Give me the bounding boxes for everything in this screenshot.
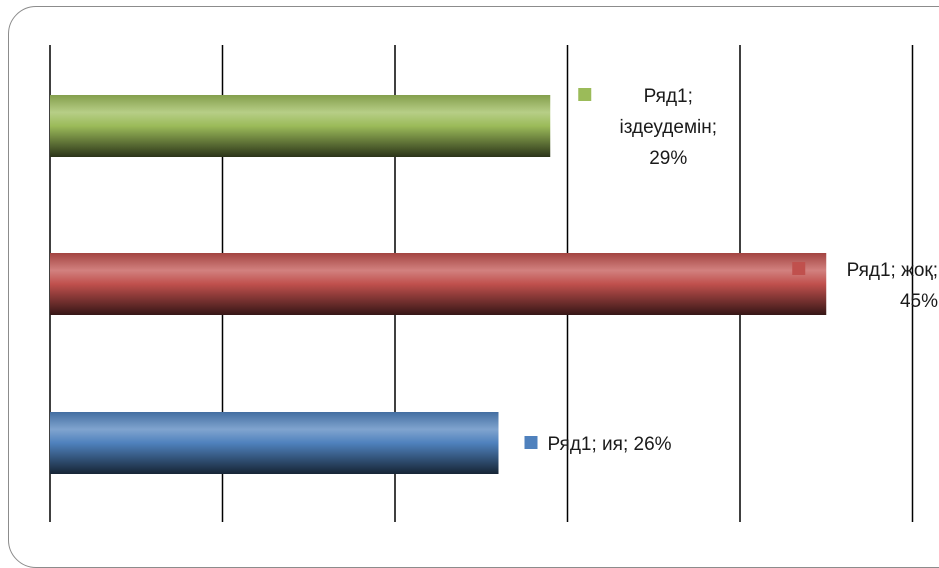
data-label-text: Ряд1; ия; 26% — [548, 434, 672, 455]
data-label-ия: Ряд1; ия; 26% — [524, 434, 672, 455]
legend-key-marker — [578, 88, 592, 101]
bars — [50, 95, 827, 474]
bar-іздеудемін — [50, 95, 551, 157]
data-label-text: 29% — [649, 148, 687, 169]
data-label-іздеудемін: Ряд1; іздеудемін; 29% — [578, 86, 717, 169]
data-label-text: Ряд1; — [644, 86, 693, 107]
bar-жоқ — [50, 253, 827, 315]
bar-ия — [50, 412, 499, 474]
data-label-text: Ряд1; жоқ; — [847, 260, 938, 281]
bar-chart: Ряд1; ия; 26% Ряд1; жоқ; 45% Ряд1; іздеудемі… — [49, 45, 938, 522]
data-label-жоқ: Ряд1; жоқ; 45% — [792, 260, 938, 312]
data-labels: Ряд1; ия; 26% Ряд1; жоқ; 45% Ряд1; іздеудемі… — [524, 86, 938, 455]
legend-key-marker — [524, 436, 538, 449]
data-label-text: іздеудемін; — [619, 117, 717, 138]
legend-key-marker — [792, 262, 806, 275]
data-label-text: 45% — [900, 291, 938, 312]
